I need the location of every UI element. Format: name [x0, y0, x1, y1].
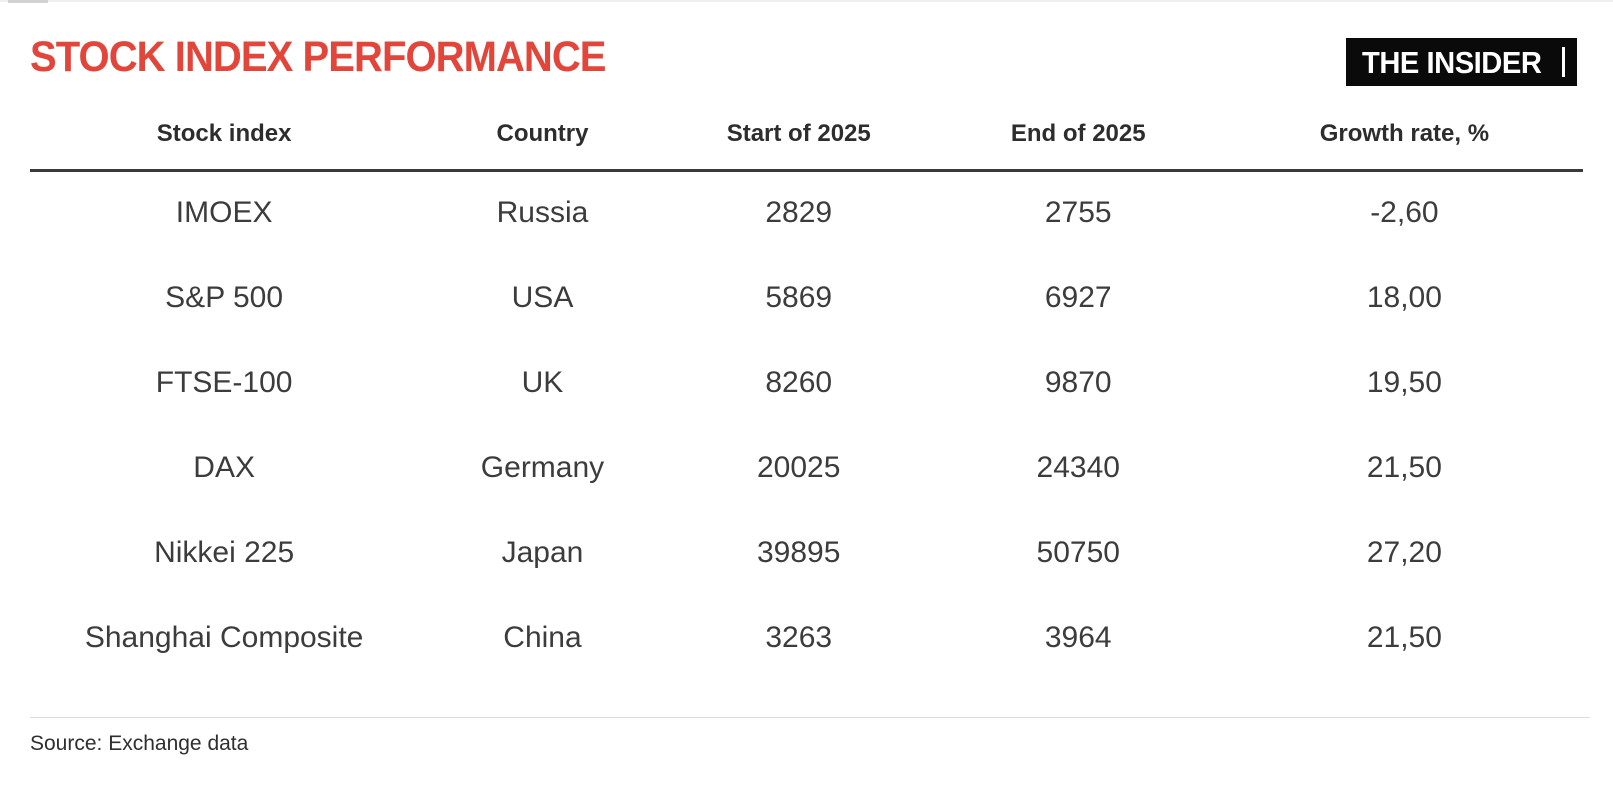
table-row: IMOEX Russia 2829 2755 -2,60	[30, 170, 1583, 255]
cell-start: 5869	[765, 280, 833, 314]
stock-index-table: Stock index Country Start of 2025 End of…	[30, 100, 1583, 680]
column-header-growth-rate: Growth rate, %	[1225, 100, 1583, 172]
table-row: S&P 500 USA 5869 6927 18,00	[30, 255, 1583, 340]
cell-end: 50750	[1036, 535, 1120, 569]
cell-stock-index: IMOEX	[175, 196, 273, 230]
cell-country: UK	[521, 365, 564, 399]
cell-growth: -2,60	[1370, 196, 1439, 230]
table-row: Nikkei 225 Japan 39895 50750 27,20	[30, 510, 1583, 595]
cell-start: 8260	[765, 365, 833, 399]
cell-country: China	[503, 620, 582, 654]
cell-stock-index: DAX	[193, 450, 255, 484]
cell-growth: 19,50	[1366, 365, 1442, 399]
cell-growth: 27,20	[1366, 535, 1442, 569]
cell-start: 20025	[757, 450, 841, 484]
footer-divider	[30, 717, 1590, 718]
cell-end: 3964	[1044, 620, 1112, 654]
column-header-start-2025: Start of 2025	[666, 100, 931, 172]
table-row: FTSE-100 UK 8260 9870 19,50	[30, 340, 1583, 425]
cell-growth: 21,50	[1366, 620, 1442, 654]
cell-end: 6927	[1044, 280, 1112, 314]
source-note: Source: Exchange data	[30, 732, 249, 755]
cell-country: Japan	[501, 535, 584, 569]
top-hairline	[0, 0, 1613, 2]
cell-country: Russia	[496, 196, 589, 230]
column-header-end-2025: End of 2025	[930, 100, 1226, 172]
cell-end: 24340	[1036, 450, 1120, 484]
cell-country: USA	[511, 280, 574, 314]
cell-growth: 21,50	[1366, 450, 1442, 484]
logo-text: THE INSIDER	[1362, 44, 1542, 80]
page-title: STOCK INDEX PERFORMANCE	[30, 33, 606, 81]
cell-end: 9870	[1044, 365, 1112, 399]
cell-stock-index: Nikkei 225	[154, 535, 295, 569]
cell-stock-index: Shanghai Composite	[84, 620, 364, 654]
cell-end: 2755	[1044, 196, 1112, 230]
cell-start: 2829	[765, 196, 833, 230]
cell-stock-index: FTSE-100	[155, 365, 293, 399]
top-hairline-dark-segment	[8, 0, 48, 3]
table-header-row: Stock index Country Start of 2025 End of…	[30, 100, 1583, 172]
cell-stock-index: S&P 500	[165, 280, 284, 314]
table-row: Shanghai Composite China 3263 3964 21,50	[30, 595, 1583, 680]
column-header-country: Country	[418, 100, 667, 172]
cell-start: 3263	[765, 620, 833, 654]
cell-country: Germany	[480, 450, 605, 484]
cell-start: 39895	[757, 535, 841, 569]
table-row: DAX Germany 20025 24340 21,50	[30, 425, 1583, 510]
logo-cursor-bar	[1562, 47, 1565, 77]
column-header-stock-index: Stock index	[30, 100, 419, 172]
the-insider-logo: THE INSIDER	[1346, 38, 1577, 86]
cell-growth: 18,00	[1366, 280, 1442, 314]
